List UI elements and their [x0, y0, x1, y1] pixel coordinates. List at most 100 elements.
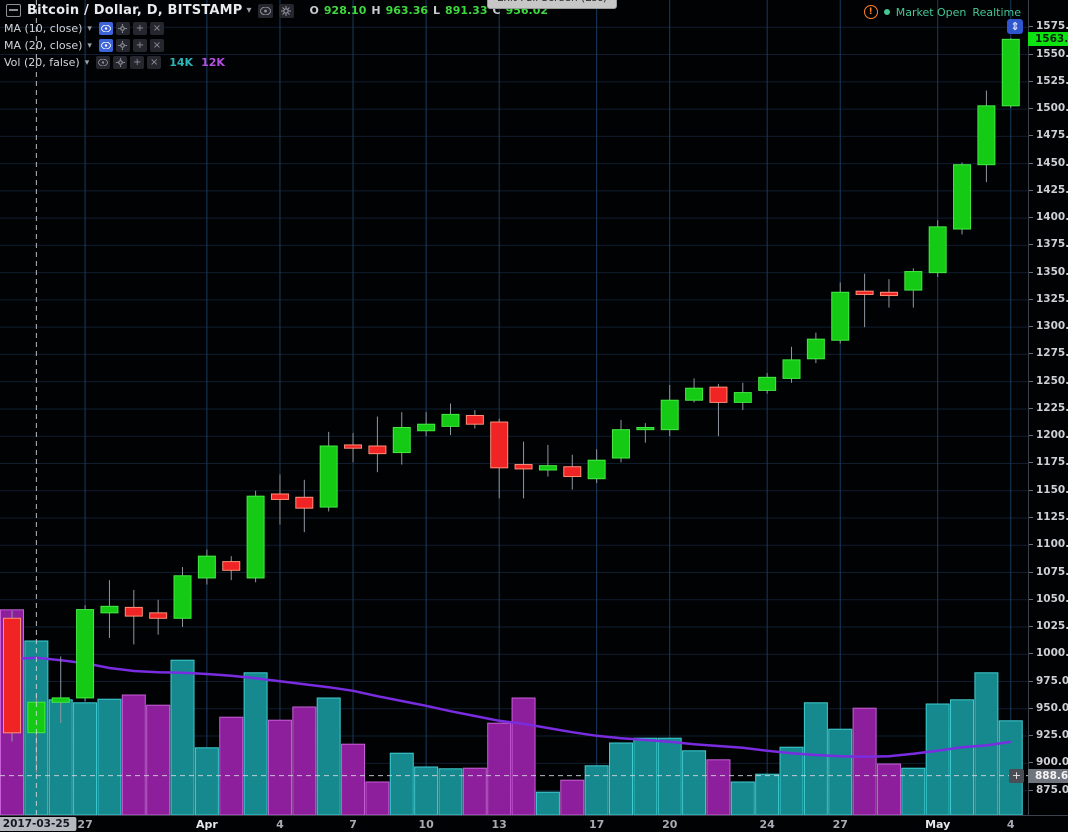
candle-down[interactable]	[3, 617, 21, 734]
candle-up[interactable]	[319, 445, 338, 508]
plus-icon[interactable]: +	[130, 56, 145, 69]
price-tick-label: 1425.00	[1029, 184, 1068, 196]
gear-icon[interactable]	[115, 39, 130, 52]
volume-bar	[535, 791, 560, 816]
candle-down[interactable]	[855, 290, 874, 295]
time-axis[interactable]: 2017-03-25 27 Apr 4 7 10 13 17 20 24 27 May 4	[0, 815, 1068, 832]
time-tick-label: 27	[832, 818, 848, 831]
candle-up[interactable]	[100, 605, 119, 614]
price-tick-label: 875.00	[1029, 784, 1068, 796]
gear-icon-button[interactable]	[278, 3, 294, 18]
candle-down[interactable]	[465, 414, 484, 425]
indicator-row-ma20: MA (20, close) ▾ + ×	[4, 39, 164, 52]
candle-up[interactable]	[392, 426, 411, 454]
price-tick-label: 1400.00	[1029, 211, 1068, 223]
chevron-down-icon[interactable]: ▾	[87, 23, 92, 34]
time-tick-label: 4	[276, 818, 284, 831]
indicator-row-volume: Vol (20, false) ▾ + × 14K 12K	[4, 56, 225, 69]
candle-up[interactable]	[831, 291, 850, 341]
add-alert-plus-button[interactable]: +	[1009, 768, 1024, 783]
candle-down[interactable]	[222, 561, 241, 571]
indicator-row-ma10: MA (10, close) ▾ + ×	[4, 22, 164, 35]
candle-down[interactable]	[490, 421, 509, 469]
plus-icon[interactable]: +	[132, 39, 147, 52]
candle-down[interactable]	[270, 493, 289, 500]
gear-icon[interactable]	[113, 56, 128, 69]
candle-up[interactable]	[612, 429, 630, 459]
candle-up[interactable]	[806, 338, 825, 360]
warning-icon[interactable]: !	[863, 5, 878, 19]
plus-icon[interactable]: +	[132, 22, 147, 35]
ohlc-readout: O 928.10 H 963.36 L 891.33 C 956.02	[310, 4, 548, 17]
candle-up[interactable]	[587, 459, 606, 480]
candle-down[interactable]	[149, 612, 168, 619]
close-icon[interactable]: ×	[147, 56, 162, 69]
price-tick-label: 1025.00	[1029, 620, 1068, 632]
candle-up[interactable]	[977, 105, 996, 166]
volume-bar	[852, 707, 877, 816]
volume-bar	[316, 697, 341, 816]
indicator-label[interactable]: MA (10, close)	[4, 22, 83, 35]
time-tick-label: 17	[588, 818, 605, 831]
candle-up[interactable]	[733, 392, 752, 403]
candle-up[interactable]	[660, 399, 679, 431]
candle-up[interactable]	[197, 555, 216, 579]
eye-icon[interactable]	[98, 22, 113, 35]
axis-scale-button[interactable]: ⇕	[1007, 19, 1023, 34]
volume-bar	[779, 746, 804, 816]
candle-up[interactable]	[51, 697, 70, 703]
candle-down[interactable]	[879, 291, 898, 297]
low-label: L	[433, 4, 441, 17]
price-tick-label: 925.00	[1029, 729, 1068, 741]
market-status: ! Market Open Realtime	[863, 5, 1021, 19]
time-tick-label: May	[925, 818, 951, 831]
candle-down[interactable]	[124, 606, 143, 617]
indicator-label[interactable]: MA (20, close)	[4, 39, 83, 52]
candle-up[interactable]	[685, 387, 704, 401]
candle-down[interactable]	[295, 496, 314, 509]
time-tick-label: 7	[349, 818, 357, 831]
volume-bar	[243, 672, 268, 816]
candle-up[interactable]	[928, 226, 947, 274]
indicator-label[interactable]: Vol (20, false)	[4, 56, 80, 69]
price-tick-label: 1275.00	[1029, 347, 1068, 359]
candle-down[interactable]	[514, 464, 533, 470]
price-tick-label: 1300.00	[1029, 320, 1068, 332]
price-axis[interactable]: 1575.00 1550.00 1525.00 1500.00 1475.00 1450.…	[1028, 0, 1068, 815]
candle-up[interactable]	[173, 575, 192, 619]
chevron-down-icon[interactable]: ▾	[87, 40, 92, 51]
candle-up[interactable]	[636, 426, 655, 431]
candle-up[interactable]	[76, 609, 95, 699]
chevron-down-icon[interactable]: ▾	[84, 57, 90, 68]
time-tick-label: 27	[77, 818, 93, 831]
candle-down[interactable]	[709, 386, 728, 403]
close-icon[interactable]: ×	[149, 39, 164, 52]
candle-up[interactable]	[782, 359, 801, 379]
candle-down[interactable]	[344, 444, 363, 449]
candle-up[interactable]	[417, 423, 436, 432]
last-price-badge: 1563.97	[1028, 32, 1068, 47]
gear-icon[interactable]	[115, 22, 130, 35]
candle-up[interactable]	[538, 465, 557, 471]
candle-up[interactable]	[1001, 38, 1020, 107]
crosshair-price-badge: 888.66	[1028, 768, 1068, 783]
eye-icon[interactable]	[96, 56, 111, 69]
candle-up[interactable]	[953, 164, 972, 230]
eye-icon[interactable]	[98, 39, 113, 52]
symbol-title[interactable]: Bitcoin / Dollar, D, BITSTAMP	[27, 3, 243, 18]
candle-up[interactable]	[904, 271, 923, 291]
symbol-dropdown-caret[interactable]: ▾	[246, 5, 252, 16]
candle-up[interactable]	[246, 495, 265, 579]
candle-up[interactable]	[758, 376, 777, 391]
volume-bar	[365, 781, 390, 816]
close-icon[interactable]: ×	[149, 22, 164, 35]
volume-bar	[560, 779, 585, 816]
candle-up[interactable]	[441, 413, 460, 427]
candle-down[interactable]	[563, 466, 582, 478]
menu-icon[interactable]	[6, 4, 21, 17]
volume-bar	[267, 719, 292, 816]
candle-down[interactable]	[368, 445, 387, 455]
eye-icon-button[interactable]	[257, 3, 273, 18]
market-status-text: Market Open	[895, 5, 967, 19]
